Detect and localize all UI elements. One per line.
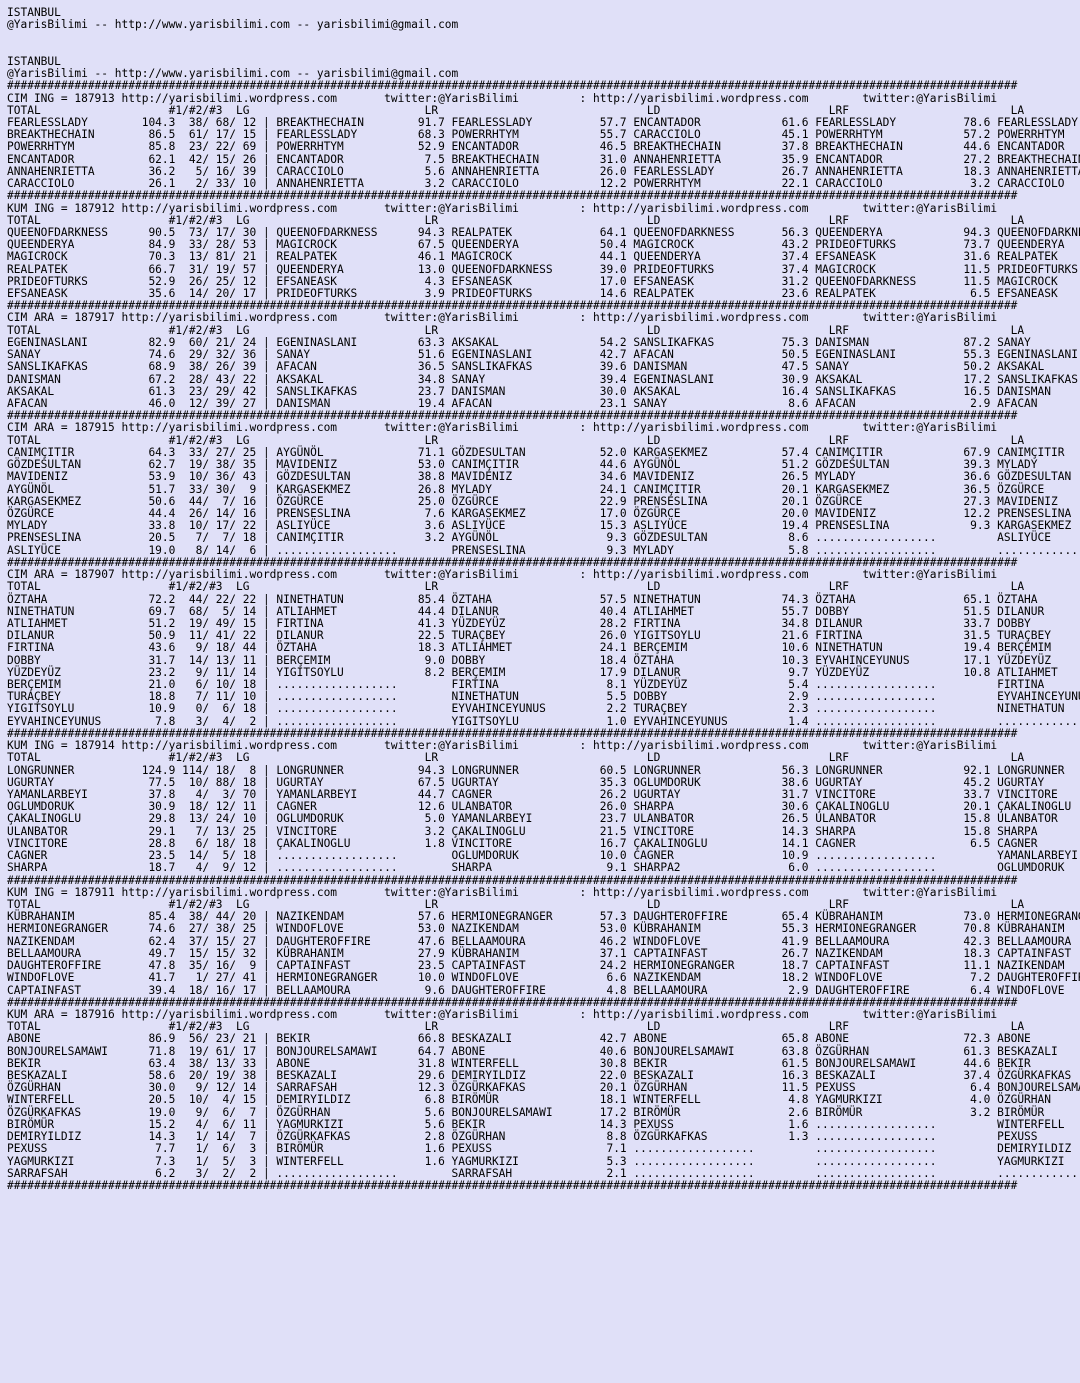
top-padding xyxy=(0,0,1080,7)
race-report-body: ########################################… xyxy=(7,79,1080,1192)
document-header: ISTANBUL @YarisBilimi -- http://www.yari… xyxy=(7,6,459,81)
